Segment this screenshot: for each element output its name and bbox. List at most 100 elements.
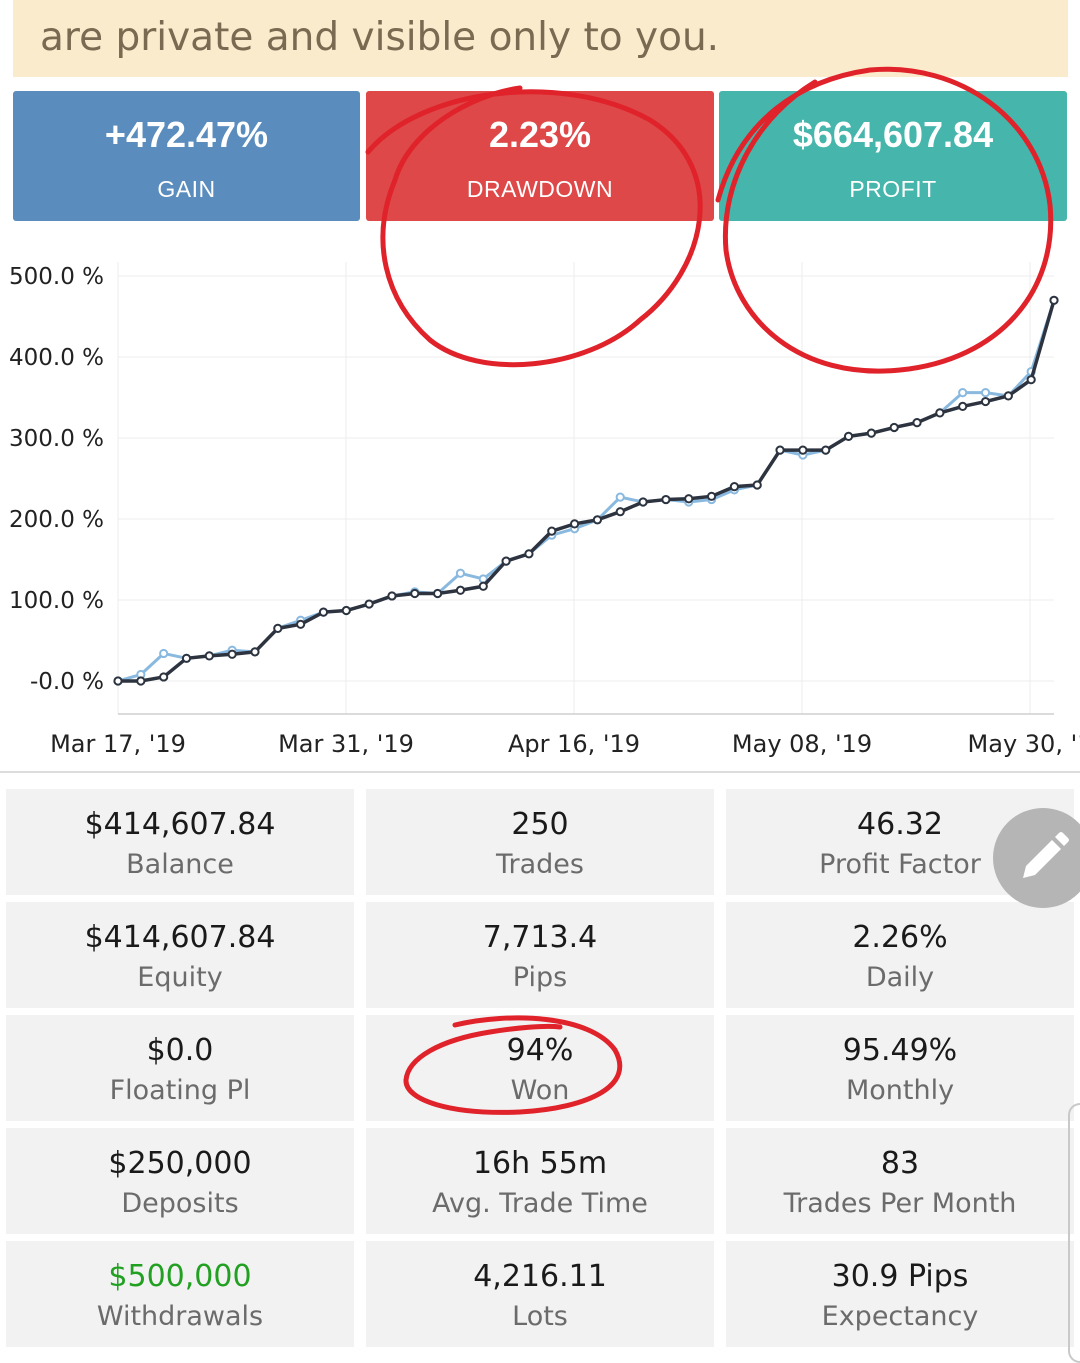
stat-value: 46.32: [857, 807, 943, 842]
y-tick-label: 200.0 %: [9, 507, 104, 533]
balance-point: [113, 676, 123, 686]
stat-value: 94%: [506, 1033, 574, 1068]
profit-card: $664,607.84 PROFIT: [719, 91, 1067, 221]
balance-point: [866, 428, 876, 438]
stat-cell-deposits: $250,000 Deposits: [6, 1128, 354, 1234]
balance-point: [159, 672, 169, 682]
stat-value: $500,000: [108, 1259, 252, 1294]
balance-point: [478, 581, 488, 591]
stat-value: 7,713.4: [482, 920, 598, 955]
stat-value: $414,607.84: [84, 920, 276, 955]
equity-point: [455, 568, 466, 578]
x-tick-label: Apr 16, '19: [508, 730, 640, 758]
profit-value: $664,607.84: [792, 114, 994, 155]
stat-value: 250: [511, 807, 569, 842]
stat-value: 95.49%: [842, 1033, 958, 1068]
balance-point: [798, 445, 808, 455]
balance-point: [935, 408, 945, 418]
stat-label: Lots: [512, 1301, 568, 1332]
stat-label: Expectancy: [821, 1301, 979, 1332]
balance-point: [843, 431, 854, 441]
balance-point: [250, 647, 260, 657]
stat-cell-floating-pl: $0.0 Floating Pl: [6, 1015, 354, 1121]
balance-point: [615, 507, 625, 517]
stat-value: $414,607.84: [84, 807, 276, 842]
stat-value: $250,000: [108, 1146, 252, 1181]
drawdown-label: DRAWDOWN: [466, 176, 614, 202]
stat-cell-expectancy: 30.9 Pips Expectancy: [726, 1241, 1074, 1347]
edit-button[interactable]: [993, 808, 1080, 908]
equity-point: [958, 388, 968, 398]
stat-label: Floating Pl: [109, 1075, 251, 1106]
x-tick-label: May 08, '19: [732, 730, 872, 758]
y-tick-label: 400.0 %: [9, 345, 104, 371]
balance-point: [455, 585, 466, 595]
balance-point: [661, 494, 671, 505]
balance-point: [1026, 375, 1036, 385]
stat-value: 4,216.11: [473, 1259, 607, 1294]
stat-cell-daily: 2.26% Daily: [726, 902, 1074, 1008]
stat-label: Daily: [865, 962, 935, 993]
stat-label: Trades Per Month: [783, 1188, 1017, 1219]
stat-cell-pips: 7,713.4 Pips: [366, 902, 714, 1008]
balance-point: [592, 515, 603, 525]
balance-point: [821, 445, 831, 455]
balance-point: [296, 619, 306, 629]
balance-point: [318, 607, 329, 617]
balance-point: [638, 497, 648, 507]
stat-cell-avg-trade-time: 16h 55m Avg. Trade Time: [366, 1128, 714, 1234]
stat-cell-balance: $414,607.84 Balance: [6, 789, 354, 895]
pencil-icon: [1023, 832, 1069, 878]
stat-label: Balance: [126, 849, 234, 880]
stat-value: 2.26%: [852, 920, 948, 955]
balance-point: [341, 605, 351, 616]
balance-point: [204, 651, 214, 661]
stat-value: 30.9 Pips: [831, 1259, 969, 1294]
balance-point: [1049, 295, 1059, 305]
balance-point: [684, 494, 694, 504]
stat-cell-equity: $414,607.84 Equity: [6, 902, 354, 1008]
stat-cell-trades: 250 Trades: [366, 789, 714, 895]
stat-label: Deposits: [121, 1188, 239, 1219]
equity-point: [615, 492, 625, 502]
y-tick-label: 500.0 %: [9, 264, 104, 290]
stat-label: Won: [510, 1075, 570, 1106]
y-tick-label: -0.0 %: [30, 669, 104, 695]
balance-point: [547, 526, 557, 536]
gain-value: +472.47%: [104, 114, 269, 155]
balance-point: [364, 599, 374, 609]
balance-point: [273, 623, 283, 633]
y-tick-label: 300.0 %: [9, 426, 104, 452]
balance-point: [958, 401, 968, 412]
stat-label: Equity: [137, 962, 223, 993]
stat-value: 83: [880, 1146, 920, 1181]
gain-card: +472.47% GAIN: [13, 91, 360, 221]
balance-point: [889, 422, 899, 433]
balance-point: [706, 491, 717, 501]
balance-point: [775, 445, 785, 455]
stat-label: Avg. Trade Time: [432, 1188, 648, 1219]
stat-value: 16h 55m: [472, 1146, 608, 1181]
gain-label: GAIN: [157, 176, 216, 202]
equity-point: [980, 388, 991, 398]
privacy-notice: are private and visible only to you.: [13, 0, 1068, 77]
profit-label: PROFIT: [849, 176, 937, 202]
balance-point: [181, 653, 192, 663]
stat-cell-trades-per-month: 83 Trades Per Month: [726, 1128, 1074, 1234]
y-tick-label: 100.0 %: [9, 588, 104, 614]
balance-point: [912, 418, 922, 428]
x-tick-label: Mar 31, '19: [278, 730, 414, 758]
balance-point: [136, 676, 146, 686]
balance-point: [387, 591, 397, 601]
balance-point: [410, 588, 420, 599]
stat-value: $0.0: [146, 1033, 214, 1068]
balance-point: [433, 588, 443, 599]
stat-label: Pips: [512, 962, 568, 993]
scrollbar-edge[interactable]: [1068, 1103, 1080, 1363]
gain-chart: 500.0 % 400.0 % 300.0 % 200.0 % 100.0 % -0.0 …: [9, 262, 1080, 758]
equity-point: [159, 648, 169, 659]
balance-point: [524, 549, 534, 559]
drawdown-card: 2.23% DRAWDOWN: [366, 91, 714, 221]
stat-label: Monthly: [845, 1075, 955, 1106]
balance-point: [1003, 391, 1013, 401]
